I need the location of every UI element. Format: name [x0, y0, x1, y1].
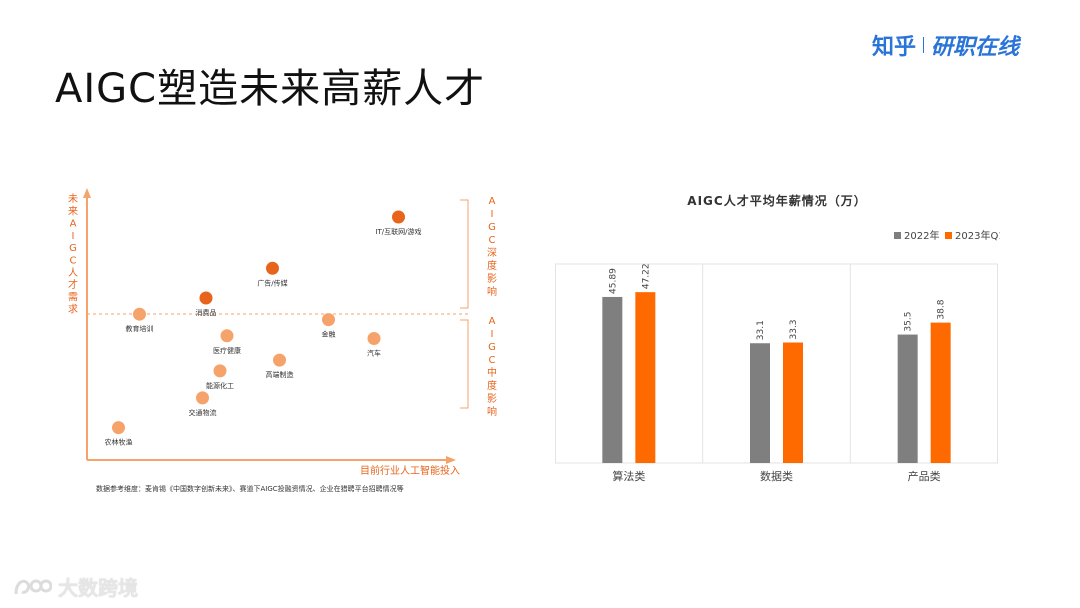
scatter-point-label: 金融 [322, 330, 336, 339]
watermark-text: 大数跨境 [58, 576, 138, 600]
bar [750, 343, 770, 463]
scatter-point-label: 教育培训 [126, 324, 154, 333]
y-axis-arrow [83, 188, 91, 198]
bar [602, 296, 623, 463]
scatter-point-label: 农林牧渔 [105, 438, 133, 447]
bar [897, 334, 918, 463]
legend-label: 2023年Q1 [955, 229, 1000, 242]
scatter-point-label: 广告/传媒 [257, 278, 287, 287]
watermark: 大数跨境 [12, 572, 138, 601]
bar-chart-title: AIGC人才平均年薪情况（万） [687, 193, 866, 208]
bar [783, 342, 803, 463]
salary-bar-chart: AIGC人才平均年薪情况（万） 2022年 2023年Q1 45.89 47.22 算法类… [555, 193, 1000, 483]
source-note: 数据参考维度：麦肯锡《中国数字创新未来》、赛道下AIGC投融资情况、企业在猎聘平… [96, 485, 404, 493]
bar-value-label: 33.3 [789, 319, 799, 339]
scatter-point-label: 交通物流 [189, 408, 217, 417]
legend-label: 2022年 [904, 229, 939, 242]
brand-name: 知乎 [872, 35, 917, 60]
scatter-point [367, 332, 381, 345]
brand-logo: 知乎 研职在线 [872, 30, 1019, 60]
y-axis-label: 未来 A I G C 人才需求 [68, 193, 78, 316]
plot-frame [555, 263, 998, 464]
legend-swatch [945, 232, 952, 239]
category-label: 算法类 [612, 469, 645, 483]
scatter-point-label: 高端制造 [266, 370, 294, 379]
scatter-point-label: 能源化工 [206, 381, 234, 390]
scatter-point-label: 消费品 [196, 308, 217, 317]
annotation-1: A I G C 深度影响 [487, 196, 497, 298]
bar-value-label: 33.1 [756, 320, 766, 340]
bar-value-label: 38.8 [937, 299, 947, 319]
scatter-point [322, 313, 335, 327]
scatter-point [392, 210, 405, 224]
bar [635, 292, 656, 463]
bracket-1 [460, 199, 469, 309]
brand-subtitle: 研职在线 [931, 35, 1020, 60]
x-axis-arrow [446, 456, 456, 464]
scatter-point [213, 364, 227, 378]
watermark-logo-icon [14, 579, 52, 594]
slide-title: AIGC塑造未来高薪人才 [55, 66, 486, 112]
category-label: 数据类 [760, 469, 793, 483]
scatter-point [199, 291, 213, 305]
scatter-point-label: IT/互联网/游戏 [375, 227, 421, 236]
bar-value-label: 47.22 [641, 263, 651, 289]
scatter-point [273, 353, 286, 367]
x-axis-label: 目前行业人工智能投入 [360, 464, 460, 477]
bar-value-label: 45.89 [608, 268, 618, 294]
annotation-2: A I G C 中度影响 [487, 316, 497, 418]
bar [930, 322, 951, 463]
scatter-point-label: 医疗健康 [213, 346, 241, 355]
bar-value-label: 35.5 [904, 312, 914, 332]
scatter-point [133, 307, 146, 321]
brand-separator [923, 37, 925, 53]
category-label: 产品类 [908, 469, 941, 483]
scatter-point [220, 329, 234, 343]
legend-swatch [894, 232, 901, 239]
scatter-point [112, 421, 125, 435]
scatter-point [196, 391, 209, 405]
bracket-2 [460, 319, 469, 409]
scatter-point [266, 261, 279, 275]
scatter-point-label: 汽车 [367, 349, 381, 358]
